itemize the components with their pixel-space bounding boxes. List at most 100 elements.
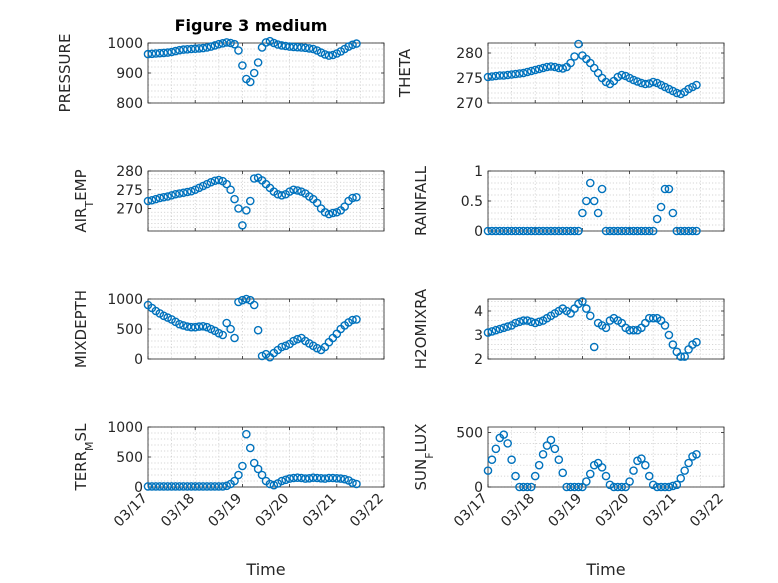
data-point bbox=[163, 192, 172, 201]
data-point bbox=[226, 38, 235, 48]
data-point bbox=[222, 318, 231, 328]
data-point bbox=[332, 473, 342, 483]
data-point bbox=[159, 311, 169, 321]
subplot-mixdepth: 0 500 1000 MIXDEPTH bbox=[72, 290, 385, 368]
data-point bbox=[483, 466, 493, 475]
data-point bbox=[285, 474, 294, 483]
data-point bbox=[648, 313, 658, 323]
data-point bbox=[186, 186, 196, 196]
data-point bbox=[578, 297, 587, 306]
data-point bbox=[582, 304, 591, 313]
data-point bbox=[257, 351, 267, 361]
data-point bbox=[641, 460, 650, 470]
data-point bbox=[167, 47, 176, 57]
data-point bbox=[253, 58, 263, 67]
data-point bbox=[652, 214, 662, 224]
data-point bbox=[680, 352, 689, 361]
data-point bbox=[293, 473, 302, 483]
data-point bbox=[597, 463, 607, 472]
data-point bbox=[234, 46, 243, 55]
data-point bbox=[328, 208, 338, 218]
data-point bbox=[566, 58, 575, 68]
data-point bbox=[352, 315, 361, 324]
data-point bbox=[222, 38, 231, 47]
data-point bbox=[503, 70, 512, 80]
data-point bbox=[617, 482, 627, 492]
data-point bbox=[676, 352, 686, 361]
data-point bbox=[692, 337, 701, 347]
data-point bbox=[214, 175, 224, 185]
data-point bbox=[261, 38, 271, 47]
series-markers bbox=[143, 173, 361, 230]
data-point bbox=[257, 470, 267, 480]
y-tick-label: 280 bbox=[456, 46, 483, 62]
data-point bbox=[542, 441, 552, 450]
data-point bbox=[190, 322, 200, 332]
data-point bbox=[242, 429, 251, 439]
data-point bbox=[499, 323, 509, 333]
y-axis-label: AIRTEMP bbox=[72, 169, 96, 232]
series-markers bbox=[483, 39, 701, 99]
data-point bbox=[538, 449, 548, 459]
data-point bbox=[230, 333, 239, 343]
data-point bbox=[242, 294, 251, 304]
data-point bbox=[234, 470, 243, 480]
data-point bbox=[585, 178, 595, 188]
data-point bbox=[574, 226, 583, 236]
y-axis-label: RAINFALL bbox=[412, 165, 430, 236]
data-point bbox=[336, 474, 346, 483]
data-point bbox=[218, 330, 228, 340]
data-point bbox=[226, 185, 235, 195]
data-point bbox=[676, 473, 686, 483]
data-point bbox=[147, 49, 157, 59]
data-point bbox=[230, 476, 239, 486]
data-point bbox=[648, 226, 658, 236]
figure-title: Figure 3 medium bbox=[175, 16, 328, 35]
data-point bbox=[238, 461, 247, 471]
data-point bbox=[273, 40, 283, 49]
series-markers bbox=[483, 430, 701, 492]
data-point bbox=[617, 70, 627, 80]
data-point bbox=[491, 325, 501, 335]
data-point bbox=[198, 43, 208, 53]
data-point bbox=[202, 322, 212, 332]
y-tick-label: 500 bbox=[116, 450, 143, 466]
data-point bbox=[234, 204, 243, 213]
y-tick-label: 500 bbox=[116, 322, 143, 338]
data-point bbox=[523, 316, 532, 325]
data-point bbox=[684, 345, 693, 354]
data-point bbox=[183, 322, 192, 331]
x-tick-label: 03/20 bbox=[593, 491, 633, 531]
data-point bbox=[301, 43, 310, 53]
y-axis-label: THETA bbox=[396, 48, 414, 98]
data-point bbox=[507, 70, 516, 79]
data-point bbox=[582, 196, 591, 206]
data-point bbox=[644, 471, 654, 481]
data-point bbox=[578, 482, 587, 492]
data-point bbox=[253, 464, 263, 474]
y-tick-label: 900 bbox=[116, 66, 143, 82]
data-point bbox=[621, 482, 630, 492]
y-axis-label: MIXDEPTH bbox=[72, 290, 90, 368]
data-point bbox=[324, 51, 334, 60]
data-point bbox=[238, 61, 247, 70]
data-point bbox=[206, 177, 216, 187]
data-point bbox=[601, 471, 611, 481]
x-tick-label: 03/21 bbox=[640, 491, 680, 531]
x-tick-label: 03/18 bbox=[498, 491, 538, 531]
data-point bbox=[637, 454, 646, 463]
data-point bbox=[530, 65, 540, 75]
data-point bbox=[546, 62, 556, 71]
x-tick-label: 03/22 bbox=[347, 491, 387, 531]
data-point bbox=[511, 471, 520, 481]
data-point bbox=[175, 189, 184, 198]
data-point bbox=[175, 319, 184, 329]
x-tick-label: 03/17 bbox=[111, 491, 151, 531]
data-point bbox=[242, 206, 251, 215]
data-point bbox=[167, 191, 176, 200]
data-point bbox=[206, 42, 216, 51]
data-point bbox=[526, 482, 536, 492]
data-point bbox=[245, 77, 255, 87]
subplot-air-temp: 270 275 280 AIRTEMP bbox=[72, 164, 385, 233]
data-point bbox=[589, 342, 599, 352]
